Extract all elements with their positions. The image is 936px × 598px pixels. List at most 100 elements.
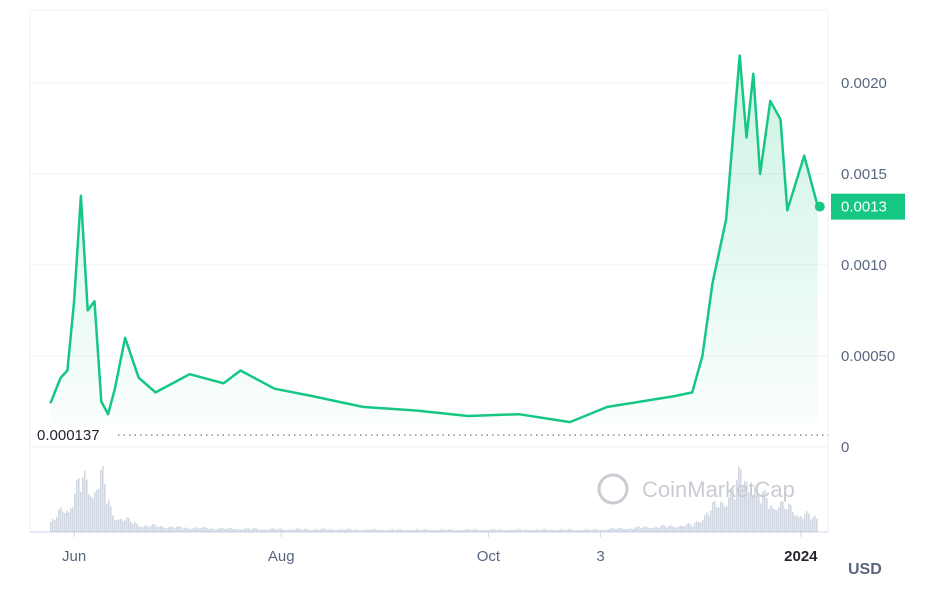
volume-bar [682,526,684,532]
volume-bar [680,525,682,532]
volume-bar [556,530,558,532]
volume-bar [690,524,692,532]
volume-bar [668,525,670,532]
volume-bar [248,528,250,532]
volume-bar [756,484,758,532]
volume-bar [784,508,786,532]
volume-bar [202,527,204,532]
volume-bar [632,528,634,532]
volume-bar [730,489,732,532]
volume-bar [732,488,734,532]
volume-bar [712,502,714,532]
volume-bar [708,515,710,532]
volume-bar [214,529,216,532]
volume-bar [178,525,180,532]
volume-bar [326,529,328,532]
volume-bar [384,530,386,532]
x-tick-label: Oct [477,548,501,565]
volume-bar [190,528,192,532]
volume-bar [290,529,292,532]
volume-bar [196,527,198,532]
volume-bar [108,499,110,532]
volume-bar [542,529,544,532]
volume-bar [656,527,658,532]
volume-bar [502,529,504,532]
volume-bar [138,525,140,532]
volume-bar [570,529,572,532]
volume-bar [558,529,560,532]
volume-bar [284,529,286,532]
overlay: 0.000137 0.0013 USD CoinMarketCap [37,193,905,578]
volume-bar [774,509,776,532]
volume-bar [118,519,120,532]
volume-bar [464,529,466,532]
volume-bar [234,529,236,532]
volume-bar [484,529,486,532]
volume-bar [444,529,446,532]
volume-bar [254,528,256,532]
volume-bar [340,529,342,532]
volume-bar [350,529,352,532]
volume-bar [672,526,674,532]
volume-bar [174,528,176,532]
volume-bar [186,527,188,532]
volume-bar [512,529,514,532]
volume-bar [222,527,224,532]
volume-bar [608,529,610,532]
volume-bar [678,526,680,532]
volume-bar [456,530,458,532]
volume-bar [80,491,82,532]
volume-bar [262,529,264,532]
volume-bar [194,527,196,532]
volume-bar [748,491,750,532]
volume-bar [490,529,492,532]
x-tick-label: 3 [596,548,604,565]
y-tick-label: 0.0010 [841,257,887,274]
current-price-tag [831,193,905,220]
volume-bar [796,515,798,532]
volume-bar [252,528,254,532]
volume-bar [808,513,810,532]
y-tick-label: 0.0015 [841,166,887,183]
volume-bar [644,526,646,532]
volume-bar [554,530,556,532]
volume-bar [226,528,228,532]
volume-bar [486,529,488,532]
volume-bar [596,529,598,532]
volume-bar [814,516,816,532]
volume-bar [662,524,664,532]
volume-bar [218,528,220,532]
volume-bar [628,528,630,532]
volume-bar [606,529,608,532]
volume-bar [246,527,248,532]
volume-bar [58,509,60,532]
volume-bar [270,528,272,532]
volume-bar [366,529,368,532]
volume-bar [434,530,436,532]
y-tick-label: 0 [841,439,849,456]
volume-bar [518,528,520,532]
volume-bar [454,530,456,532]
price-area [49,54,820,426]
volume-bar [70,508,72,532]
volume-bar [356,529,358,532]
volume-bar [330,529,332,532]
volume-bar [588,529,590,532]
volume-bar [766,498,768,532]
volume-bar [412,530,414,532]
volume-bar [130,521,132,532]
volume-bar [386,530,388,532]
volume-bar [82,477,84,532]
volume-bar [336,530,338,532]
volume-bar [528,530,530,532]
currency-unit-label: USD [848,561,882,578]
volume-bar [232,528,234,532]
current-price-dot [814,201,825,212]
volume-bar [792,511,794,532]
volume-bar [572,530,574,532]
grid-lines [29,9,829,533]
volume-bar [62,511,64,532]
volume-bar [268,529,270,532]
volume-bar [382,529,384,532]
volume-bar [718,507,720,532]
